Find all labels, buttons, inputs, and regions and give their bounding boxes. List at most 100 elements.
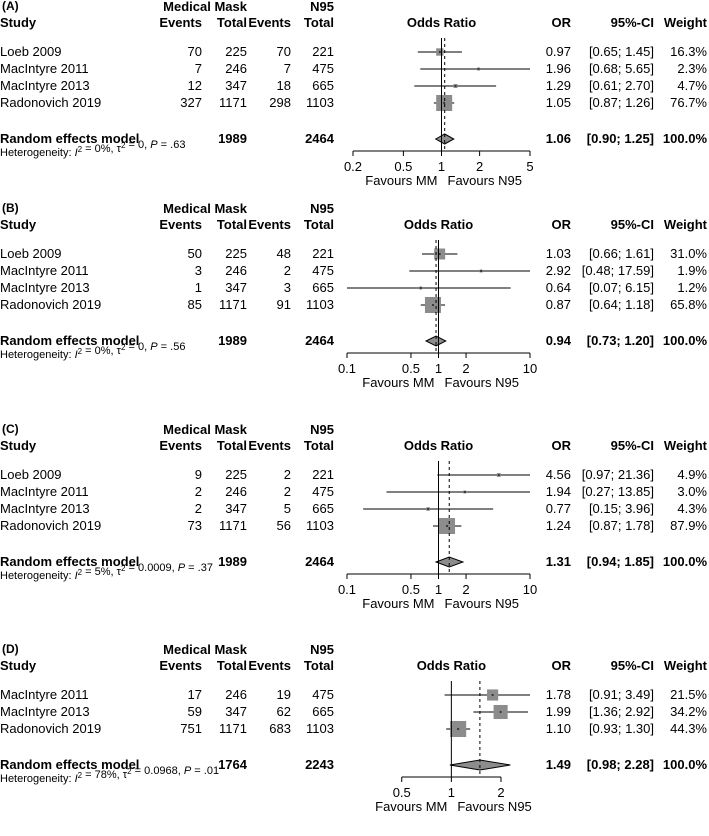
axis-tick-label: 2 bbox=[462, 582, 469, 597]
or-value: 0.64 bbox=[546, 280, 571, 295]
or-value: 2.92 bbox=[546, 263, 571, 278]
weight-value: 4.7% bbox=[677, 78, 707, 93]
heterogeneity-part: τ bbox=[117, 143, 122, 155]
total-mm: 225 bbox=[225, 467, 247, 482]
group-header-mm: Medical Mask bbox=[163, 0, 248, 14]
heterogeneity-part: I bbox=[75, 349, 78, 361]
total-mm: 1171 bbox=[219, 297, 247, 312]
pooled-total-mm: 1989 bbox=[218, 554, 247, 569]
heterogeneity-part: = 0, bbox=[125, 341, 150, 353]
ci-value: [0.64; 1.18] bbox=[589, 297, 654, 312]
favours-left: Favours MM bbox=[365, 173, 437, 188]
axis-tick-label: 1 bbox=[438, 159, 445, 174]
total-mm: 225 bbox=[225, 246, 247, 261]
study-row: Radonovich 2019 327 1171 298 1103 1.05 [0.87; … bbox=[0, 95, 707, 111]
heterogeneity-part: = .56 bbox=[158, 341, 186, 353]
ci-value: [0.66; 1.61] bbox=[589, 246, 654, 261]
ci-value: [0.91; 3.49] bbox=[589, 687, 654, 702]
col-header-weight: Weight bbox=[664, 15, 708, 30]
ci-value: [0.87; 1.78] bbox=[589, 518, 654, 533]
total-mm: 246 bbox=[225, 484, 247, 499]
events-n95: 298 bbox=[269, 95, 291, 110]
ci-value: [0.87; 1.26] bbox=[589, 95, 654, 110]
events-n95: 62 bbox=[277, 704, 291, 719]
col-header-or: OR bbox=[552, 15, 572, 30]
weight-value: 31.0% bbox=[670, 246, 707, 261]
col-header-ci: 95%-CI bbox=[611, 658, 654, 673]
pooled-ci: [0.90; 1.25] bbox=[587, 131, 654, 146]
pooled-row: Random effects model 1989 2464 1.06 [0.90; 1… bbox=[0, 131, 707, 146]
axis-tick-label: 0.5 bbox=[394, 159, 412, 174]
events-n95: 2 bbox=[284, 484, 291, 499]
pooled-label: Random effects model bbox=[0, 333, 139, 348]
weight-value: 2.3% bbox=[677, 61, 707, 76]
axis-tick-label: 0.2 bbox=[344, 159, 362, 174]
favours-left: Favours MM bbox=[362, 596, 434, 611]
col-header-study: Study bbox=[0, 658, 37, 673]
study-name: MacIntyre 2013 bbox=[0, 704, 90, 719]
events-n95: 683 bbox=[269, 721, 291, 736]
total-n95: 665 bbox=[312, 78, 334, 93]
total-mm: 1171 bbox=[219, 721, 247, 736]
heterogeneity-part: I bbox=[75, 147, 78, 159]
favours-left: Favours MM bbox=[375, 799, 447, 814]
heterogeneity-part: P bbox=[150, 139, 158, 151]
total-n95: 1103 bbox=[306, 721, 334, 736]
study-row: Radonovich 2019 85 1171 91 1103 0.87 [0.64; 1.… bbox=[0, 297, 707, 313]
favours-right: Favours N95 bbox=[457, 799, 531, 814]
axis-tick-label: 1 bbox=[435, 361, 442, 376]
heterogeneity-part: = 5%, bbox=[82, 566, 117, 578]
col-header-odds-ratio: Odds Ratio bbox=[417, 658, 486, 673]
weight-value: 1.2% bbox=[677, 280, 707, 295]
events-mm: 7 bbox=[195, 61, 202, 76]
pooled-or: 1.31 bbox=[546, 554, 571, 569]
heterogeneity-part: τ bbox=[117, 345, 122, 357]
or-value: 1.03 bbox=[546, 246, 571, 261]
total-n95: 665 bbox=[312, 280, 334, 295]
col-header-ci: 95%-CI bbox=[611, 438, 654, 453]
total-n95: 475 bbox=[312, 484, 334, 499]
weight-value: 87.9% bbox=[670, 518, 707, 533]
study-name: MacIntyre 2011 bbox=[0, 61, 89, 76]
total-n95: 475 bbox=[312, 263, 334, 278]
heterogeneity: Heterogeneity: I2 = 0%, τ2 = 0, P = .56 bbox=[0, 341, 185, 361]
pooled-total-mm: 1764 bbox=[218, 757, 248, 772]
x-axis: 0.2 0.5 1 2 5 Favours MM Favours N95 bbox=[344, 150, 534, 188]
study-row: MacIntyre 2013 2 347 5 665 0.77 [0.15; 3.96] 4.… bbox=[0, 501, 707, 516]
events-mm: 2 bbox=[195, 501, 202, 516]
heterogeneity: Heterogeneity: I2 = 0%, τ2 = 0, P = .63 bbox=[0, 139, 185, 159]
pooled-weight: 100.0% bbox=[663, 333, 708, 348]
total-n95: 221 bbox=[312, 467, 334, 482]
or-value: 1.94 bbox=[546, 484, 571, 499]
study-row: MacIntyre 2013 12 347 18 665 1.29 [0.61; 2.70]… bbox=[0, 78, 707, 93]
pooled-row: Random effects model 1764 2243 1.49 [0.98; 2… bbox=[0, 757, 707, 772]
col-header-total-n95: Total bbox=[304, 658, 334, 673]
total-mm: 225 bbox=[225, 44, 247, 59]
heterogeneity-part: 2 bbox=[121, 141, 126, 150]
total-mm: 347 bbox=[225, 280, 247, 295]
heterogeneity-part: τ bbox=[123, 769, 128, 781]
ci-value: [0.93; 1.30] bbox=[589, 721, 654, 736]
axis-tick-label: 0.5 bbox=[393, 785, 411, 800]
study-row: Radonovich 2019 751 1171 683 1103 1.10 [0.93; … bbox=[0, 721, 707, 737]
weight-value: 21.5% bbox=[670, 687, 707, 702]
study-row: Radonovich 2019 73 1171 56 1103 1.24 [0.87; 1.… bbox=[0, 518, 707, 534]
x-axis: 0.1 0.5 1 2 10 Favours MM Favours N95 bbox=[338, 352, 537, 390]
ci-value: [0.48; 17.59] bbox=[582, 263, 654, 278]
total-n95: 1103 bbox=[306, 518, 334, 533]
col-header-events-n95: Events bbox=[248, 217, 291, 232]
col-header-study: Study bbox=[0, 438, 37, 453]
study-name: MacIntyre 2011 bbox=[0, 263, 89, 278]
study-name: MacIntyre 2011 bbox=[0, 687, 89, 702]
axis-tick-label: 10 bbox=[523, 582, 537, 597]
events-mm: 50 bbox=[188, 246, 202, 261]
col-header-study: Study bbox=[0, 15, 37, 30]
heterogeneity-part: = 0%, bbox=[82, 143, 117, 155]
or-value: 1.99 bbox=[546, 704, 571, 719]
col-header-ci: 95%-CI bbox=[611, 15, 654, 30]
pooled-or: 1.06 bbox=[546, 131, 571, 146]
total-n95: 221 bbox=[312, 246, 334, 261]
study-row: MacIntyre 2011 3 246 2 475 2.92 [0.48; 17.59] 1… bbox=[0, 263, 707, 278]
col-header-total-mm: Total bbox=[217, 438, 247, 453]
weight-value: 76.7% bbox=[670, 95, 707, 110]
